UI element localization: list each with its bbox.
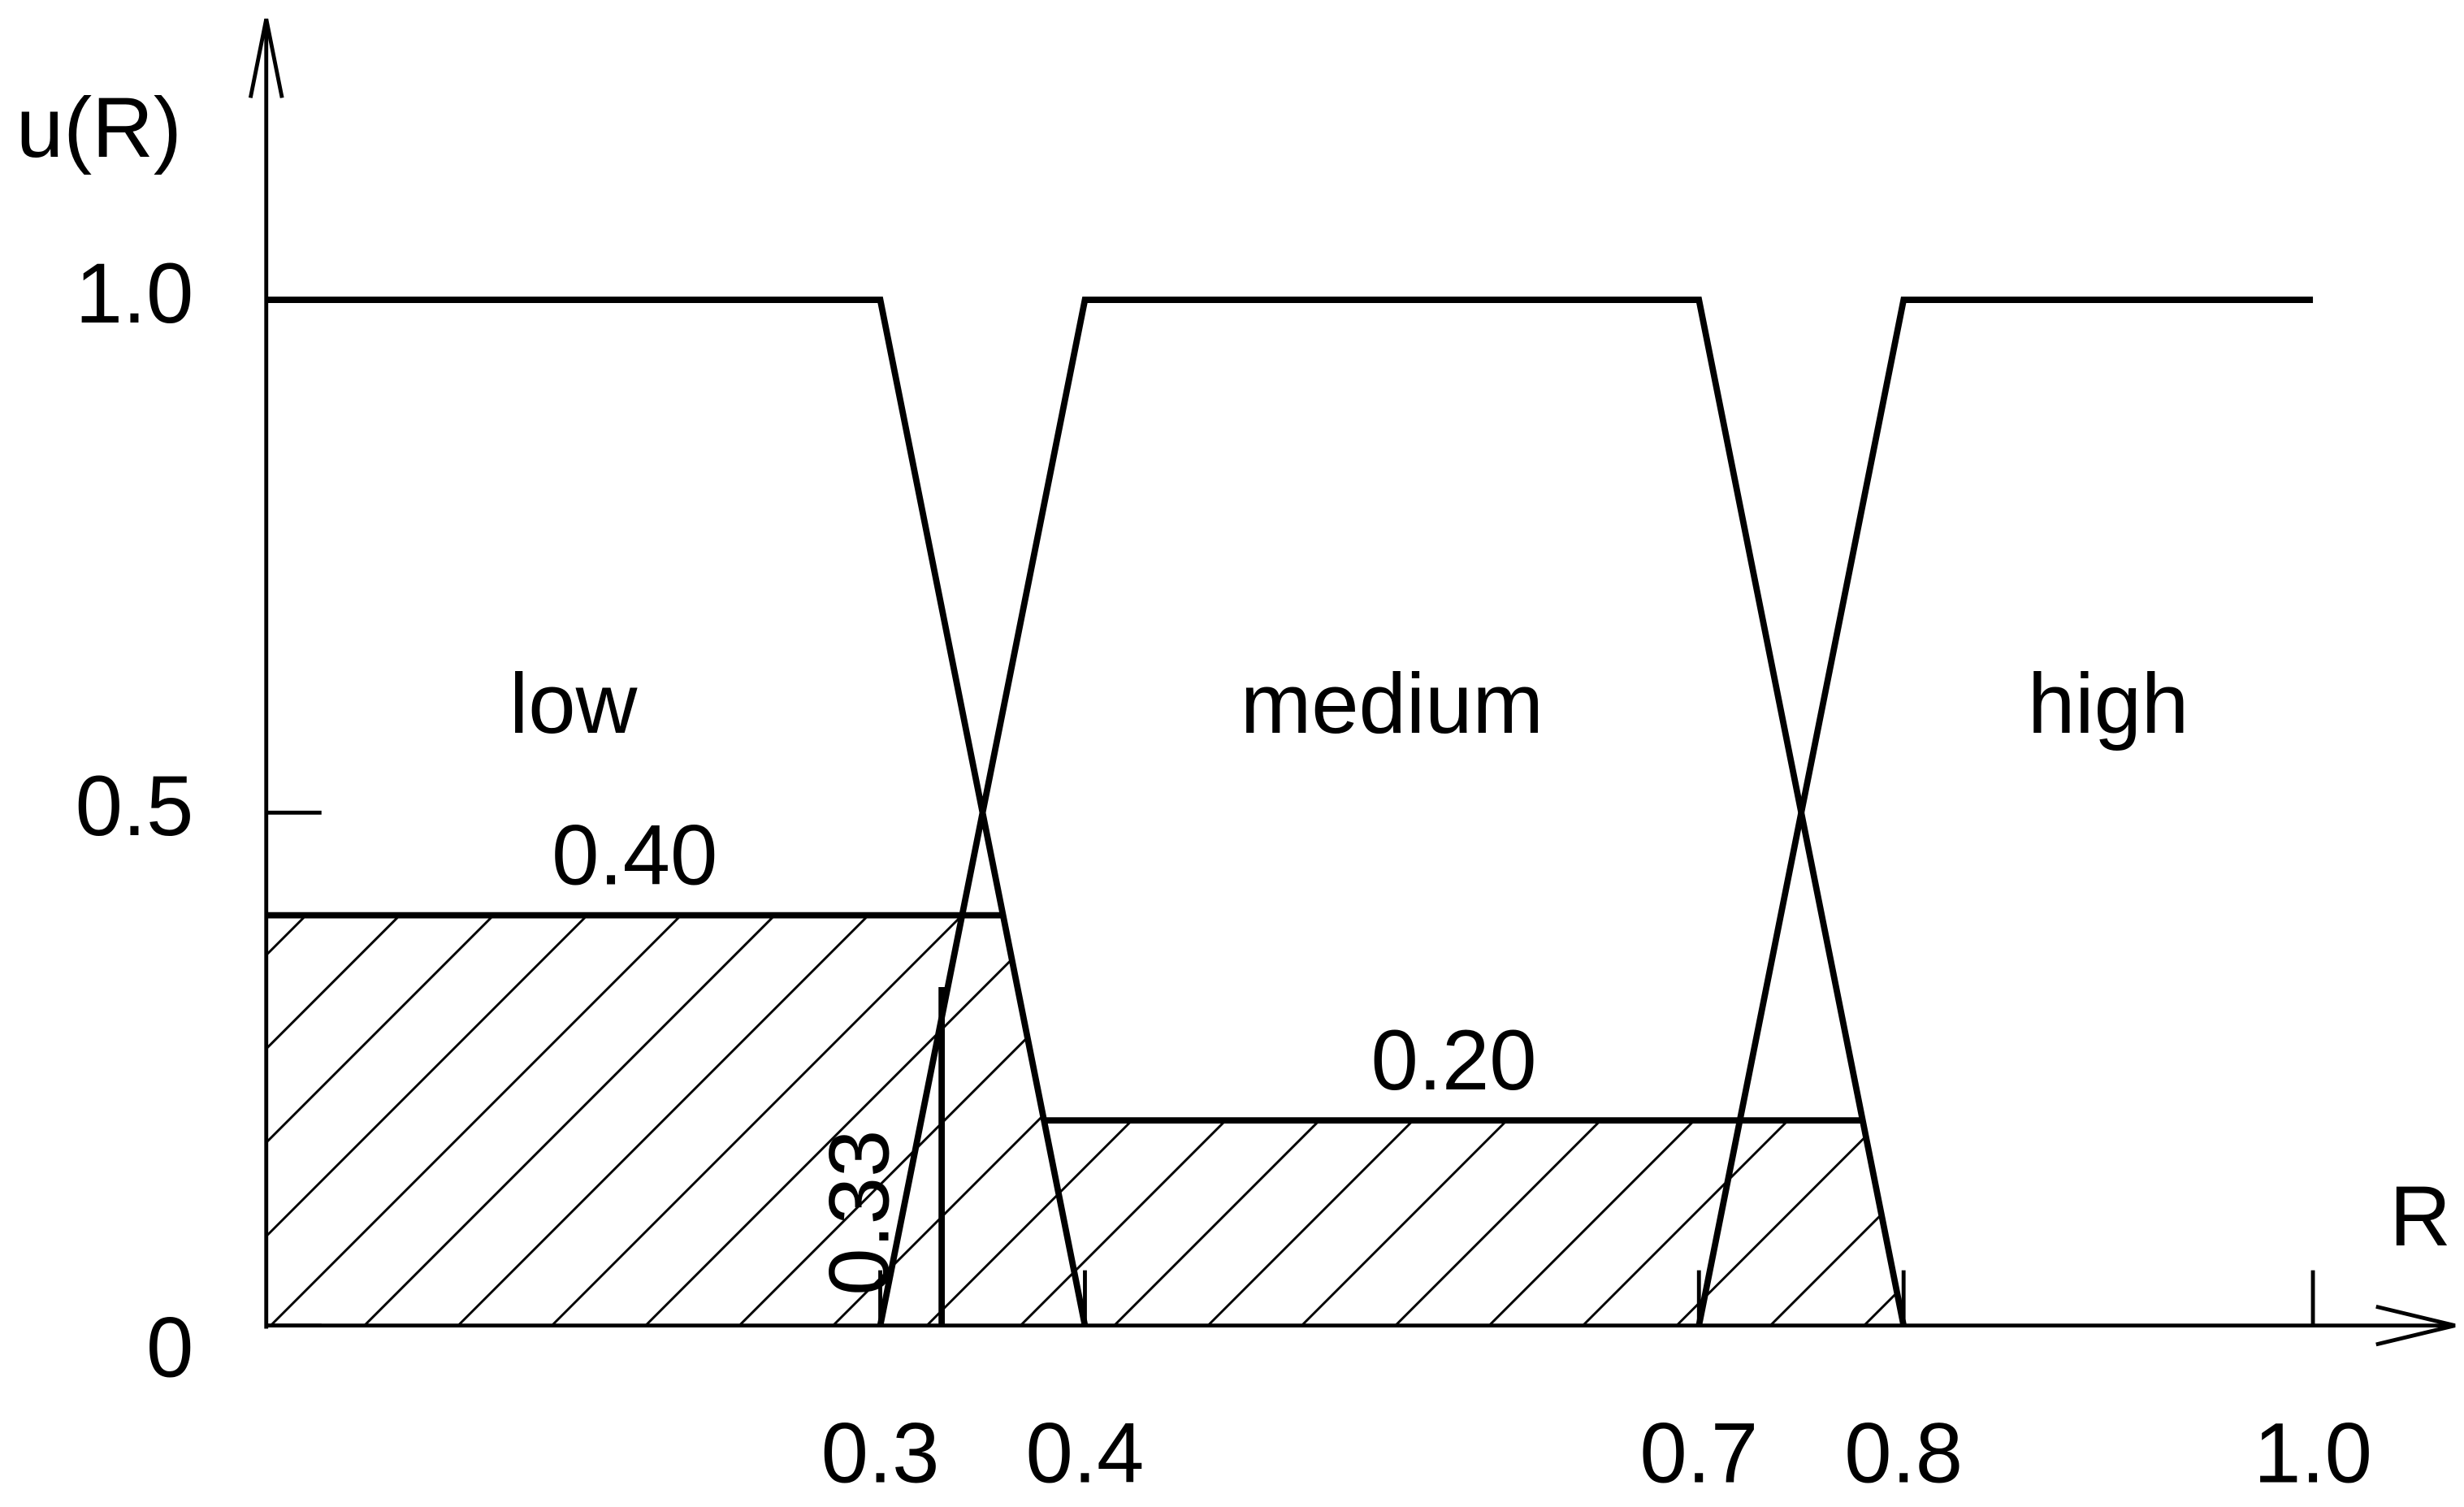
series-line	[1695, 297, 2314, 1327]
x-axis-label: R	[2389, 1169, 2451, 1264]
x-tick-label: 0.8	[1844, 1405, 1963, 1501]
series-label: medium	[1241, 656, 1544, 751]
x-tick-label: 0.4	[1026, 1405, 1145, 1501]
series-line	[266, 297, 1089, 1327]
x-tick-label: 0.3	[821, 1405, 940, 1501]
series-label: high	[2028, 656, 2189, 751]
y-tick-label: 1.0	[76, 246, 194, 341]
series-label: low	[509, 656, 638, 751]
y-tick-label: 0.5	[76, 759, 194, 854]
cut-label: 0.40	[552, 808, 717, 903]
x-tick-label: 0.7	[1639, 1405, 1758, 1501]
y-tick-label: 0	[146, 1300, 193, 1395]
y-axis-label: u(R)	[16, 80, 182, 175]
y-axis-arrow	[248, 18, 284, 98]
x-tick-label: 1.0	[2254, 1405, 2372, 1501]
cut-label: 0.20	[1371, 1013, 1537, 1108]
